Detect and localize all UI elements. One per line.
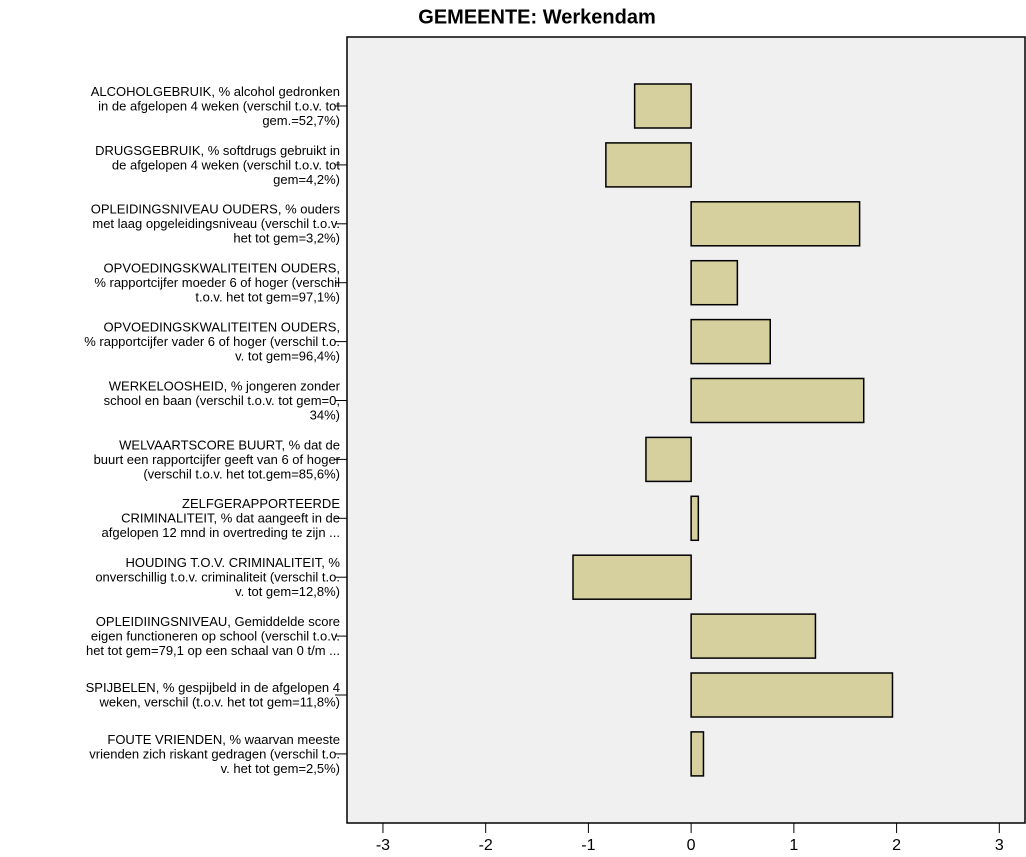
x-tick-label: -1 bbox=[581, 837, 595, 854]
y-tick-label: OPLEIDINGSNIVEAU OUDERS, % ouders bbox=[91, 202, 341, 217]
bar bbox=[633, 83, 692, 129]
y-tick-label: DRUGSGEBRUIK, % softdrugs gebruikt in bbox=[95, 143, 340, 158]
y-tick-label: het tot gem=3,2%) bbox=[233, 231, 340, 246]
y-tick-label: % rapportcijfer vader 6 of hoger (versch… bbox=[84, 334, 340, 349]
bar bbox=[690, 672, 894, 718]
y-tick-label: WELVAARTSCORE BUURT, % dat de bbox=[119, 437, 340, 452]
x-tick-label: 3 bbox=[995, 837, 1004, 854]
y-tick-label: afgelopen 12 mnd in overtreding te zijn … bbox=[102, 525, 340, 540]
bar bbox=[690, 495, 700, 542]
y-tick-label: vrienden zich riskant gedragen (verschil… bbox=[89, 746, 340, 761]
y-tick-label: ZELFGERAPPORTEERDE bbox=[182, 496, 340, 511]
y-tick-label: in de afgelopen 4 weken (verschil t.o.v.… bbox=[98, 98, 340, 113]
x-tick-label: 2 bbox=[892, 837, 901, 854]
y-tick-label: 34%) bbox=[310, 407, 340, 422]
y-tick-label: (verschil t.o.v. het tot.gem=85,6%) bbox=[143, 466, 340, 481]
y-tick-label: buurt een rapportcijfer geeft van 6 of h… bbox=[94, 452, 341, 467]
y-tick-label: v. tot gem=96,4%) bbox=[235, 349, 340, 364]
y-tick-label: OPVOEDINGSKWALITEITEN OUDERS, bbox=[104, 261, 340, 276]
y-tick-label: het tot gem=79,1 op een schaal van 0 t/m… bbox=[86, 643, 340, 658]
chart-title: GEMEENTE: Werkendam bbox=[418, 6, 655, 28]
y-tick-label: gem.=52,7%) bbox=[262, 113, 340, 128]
y-tick-label: onverschillig t.o.v. criminaliteit (vers… bbox=[95, 570, 340, 585]
y-tick-label: v. tot gem=12,8%) bbox=[235, 584, 340, 599]
y-tick-label: t.o.v. het tot gem=97,1%) bbox=[195, 290, 340, 305]
y-tick-label: OPLEIDIINGSNIVEAU, Gemiddelde score bbox=[96, 614, 340, 629]
y-tick-label: FOUTE VRIENDEN, % waarvan meeste bbox=[107, 732, 340, 747]
bar bbox=[690, 318, 771, 365]
bar bbox=[690, 377, 865, 424]
x-tick-label: -2 bbox=[479, 837, 493, 854]
y-tick-label: v. het tot gem=2,5%) bbox=[221, 761, 340, 776]
x-tick-label: 0 bbox=[687, 837, 696, 854]
x-tick-label: 1 bbox=[789, 837, 798, 854]
y-tick-label: met laag opgeleidingsniveau (verschil t.… bbox=[92, 216, 340, 231]
y-tick-label: CRIMINALITEIT, % dat aangeeft in de bbox=[121, 511, 340, 526]
y-tick-label: SPIJBELEN, % gespijbeld in de afgelopen … bbox=[86, 680, 340, 695]
bar bbox=[645, 436, 692, 483]
bar bbox=[690, 259, 739, 306]
x-tick-label: -3 bbox=[376, 837, 390, 854]
y-tick-label: school en baan (verschil t.o.v. tot gem=… bbox=[104, 393, 340, 408]
y-tick-label: weken, verschil (t.o.v. het tot gem=11,8… bbox=[99, 695, 341, 710]
y-tick-label: % rapportcijfer moeder 6 of hoger (versc… bbox=[94, 275, 340, 290]
y-tick-label: OPVOEDINGSKWALITEITEN OUDERS, bbox=[104, 320, 340, 335]
y-tick-label: eigen functioneren op school (verschil t… bbox=[91, 629, 340, 644]
bar bbox=[690, 201, 861, 247]
bar bbox=[690, 731, 705, 777]
y-tick-label: HOUDING T.O.V. CRIMINALITEIT, % bbox=[125, 555, 340, 570]
y-tick-label: gem=4,2%) bbox=[273, 172, 340, 187]
y-tick-label: WERKELOOSHEID, % jongeren zonder bbox=[109, 378, 341, 393]
bar bbox=[605, 142, 692, 188]
y-tick-label: ALCOHOLGEBRUIK, % alcohol gedronken bbox=[91, 84, 340, 99]
y-tick-label: de afgelopen 4 weken (verschil t.o.v. to… bbox=[112, 157, 340, 172]
bar bbox=[690, 613, 817, 659]
bar bbox=[572, 554, 692, 600]
